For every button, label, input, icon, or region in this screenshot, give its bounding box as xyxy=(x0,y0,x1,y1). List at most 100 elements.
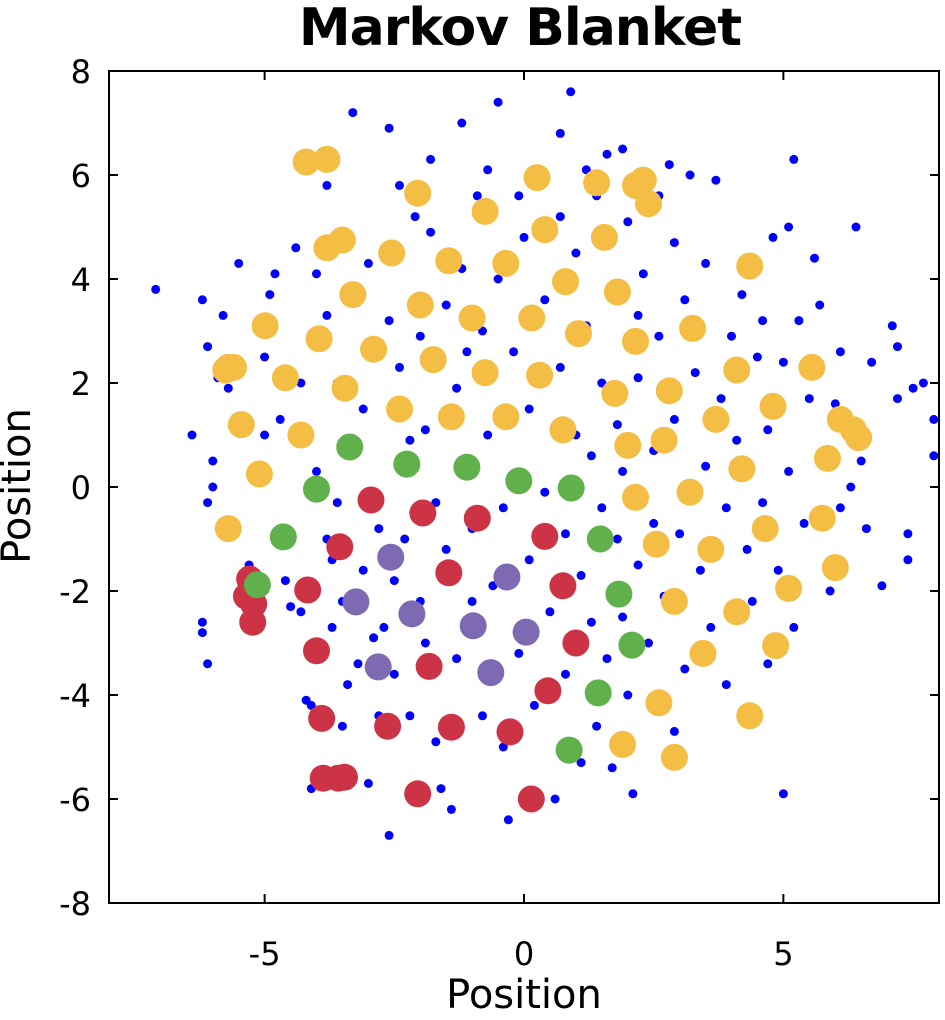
data-point xyxy=(239,608,267,636)
data-point xyxy=(629,166,657,194)
data-point xyxy=(492,403,520,431)
data-point xyxy=(437,403,465,431)
data-point xyxy=(723,598,751,626)
data-point xyxy=(431,737,441,747)
data-point xyxy=(358,404,368,414)
data-point xyxy=(203,498,213,508)
y-tick-label: 8 xyxy=(71,53,91,91)
data-point xyxy=(555,128,565,138)
data-point xyxy=(398,600,426,628)
data-point xyxy=(265,290,275,300)
data-point xyxy=(794,316,804,326)
data-point xyxy=(550,794,560,804)
data-point xyxy=(562,629,590,657)
data-point xyxy=(736,702,764,730)
data-point xyxy=(426,154,436,164)
data-point xyxy=(420,638,430,648)
data-point xyxy=(493,563,521,591)
data-point xyxy=(815,300,825,310)
data-point xyxy=(721,503,731,513)
data-point xyxy=(360,335,388,363)
data-point xyxy=(649,518,659,528)
data-point xyxy=(679,314,707,342)
data-point xyxy=(877,581,887,591)
data-point xyxy=(830,399,840,409)
data-point xyxy=(561,529,570,539)
x-tick-label: 5 xyxy=(773,935,793,973)
data-point xyxy=(798,353,826,381)
data-point xyxy=(602,654,612,664)
data-point xyxy=(308,704,336,732)
data-point xyxy=(845,424,873,452)
data-point xyxy=(457,118,467,128)
data-point xyxy=(586,617,596,627)
data-point xyxy=(313,145,341,173)
data-point xyxy=(618,144,628,154)
data-point xyxy=(463,504,491,532)
data-point xyxy=(597,503,607,513)
axis-ticks: -5 0 5 8 6 4 2 0 -2 -4 -6 -8 xyxy=(59,53,939,973)
data-point xyxy=(635,190,662,218)
data-point xyxy=(426,227,436,237)
data-point xyxy=(727,331,736,341)
data-point xyxy=(747,596,757,606)
data-point xyxy=(851,222,861,232)
data-point xyxy=(633,310,643,320)
data-point xyxy=(498,503,508,513)
data-point xyxy=(493,274,503,284)
data-point xyxy=(607,763,617,773)
data-point xyxy=(669,414,679,424)
data-point xyxy=(644,638,653,648)
data-point xyxy=(519,232,529,242)
data-point xyxy=(825,586,835,596)
data-point xyxy=(312,269,321,279)
data-point xyxy=(517,785,545,813)
data-point xyxy=(778,789,788,799)
data-point xyxy=(669,726,679,736)
data-point xyxy=(660,587,688,615)
data-point xyxy=(303,475,330,503)
data-point xyxy=(612,534,622,544)
data-point xyxy=(492,249,520,277)
data-point xyxy=(331,763,358,791)
data-point xyxy=(364,653,392,681)
data-point xyxy=(784,466,794,476)
data-point xyxy=(612,420,622,430)
data-point xyxy=(245,460,273,488)
data-point xyxy=(524,555,534,565)
data-point xyxy=(305,325,333,353)
data-point xyxy=(378,239,406,267)
data-point xyxy=(676,478,704,506)
data-point xyxy=(294,576,322,604)
data-point xyxy=(291,243,301,253)
data-point xyxy=(296,378,306,388)
data-point xyxy=(534,677,562,705)
data-point xyxy=(395,362,404,372)
data-point xyxy=(835,503,845,513)
data-point xyxy=(605,580,633,608)
data-point xyxy=(441,544,451,554)
data-point xyxy=(395,180,404,190)
data-point xyxy=(471,197,499,225)
data-point xyxy=(540,487,550,497)
data-point xyxy=(389,576,399,586)
data-point xyxy=(706,622,716,632)
y-tick-label: -8 xyxy=(59,885,91,923)
data-point xyxy=(622,327,649,355)
data-point xyxy=(633,373,643,383)
data-point xyxy=(716,394,726,404)
data-point xyxy=(701,461,711,471)
data-point xyxy=(405,711,415,721)
data-point xyxy=(312,466,321,476)
data-point xyxy=(452,383,462,393)
data-point xyxy=(758,498,768,508)
data-point xyxy=(197,617,207,627)
data-point xyxy=(514,191,524,201)
data-point xyxy=(327,622,337,632)
data-point xyxy=(759,392,787,420)
data-point xyxy=(702,405,730,433)
data-point xyxy=(736,252,764,280)
data-point xyxy=(342,588,370,616)
data-point xyxy=(773,565,783,575)
data-point xyxy=(503,815,513,825)
